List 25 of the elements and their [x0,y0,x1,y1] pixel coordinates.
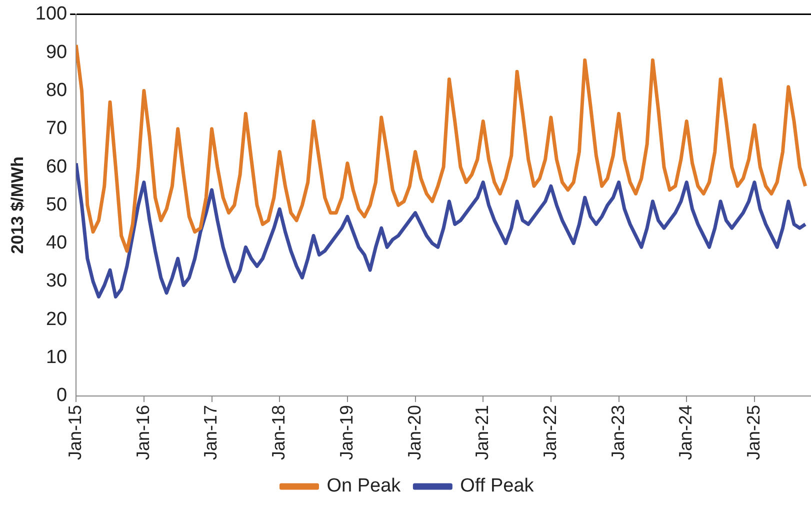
x-tick-label: Jan-16 [132,404,153,460]
y-tick-label: 70 [46,118,68,140]
y-tick-label: 40 [46,232,68,254]
x-tick-label: Jan-21 [472,404,492,460]
x-tick-label: Jan-18 [268,404,289,460]
x-tick-label: Jan-17 [200,404,221,460]
y-tick-label: 50 [46,194,68,216]
x-tick-label: Jan-15 [65,404,86,460]
y-tick-label: 0 [56,385,68,406]
y-tick-label: 10 [46,347,68,368]
x-tick-label: Jan-23 [608,404,628,460]
legend-label: On Peak [326,476,402,497]
x-tick-label: Jan-25 [743,404,764,460]
y-tick-label: 90 [46,42,68,63]
y-axis-title: 2013 $/MWh [8,156,27,254]
y-tick-label: 60 [46,156,68,178]
y-tick-label: 100 [35,4,68,25]
x-tick-label: Jan-20 [404,404,424,460]
legend-label: Off Peak [460,476,534,497]
x-tick-label: Jan-24 [676,404,696,460]
x-tick-label: Jan-19 [336,404,356,460]
y-tick-label: 20 [46,308,68,330]
x-tick-label: Jan-22 [540,404,560,460]
y-tick-label: 30 [46,270,68,292]
y-tick-label: 80 [46,80,68,101]
